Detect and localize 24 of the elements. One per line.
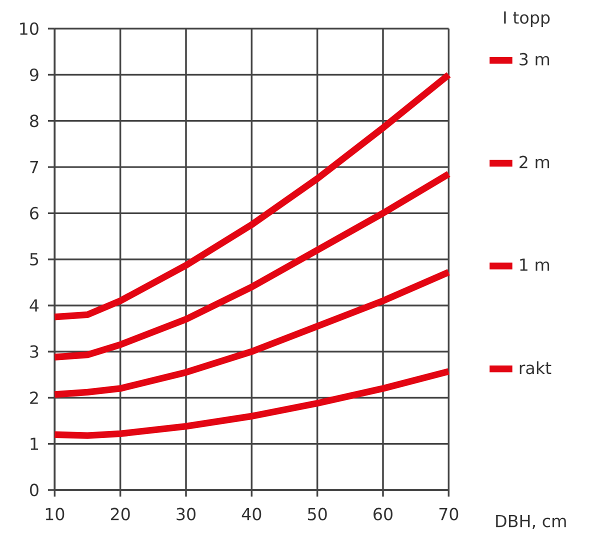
y-tick-label: 0 [30,484,38,496]
y-tick-label: 7 [30,160,38,174]
x-tick-label: 20 [110,508,130,520]
y-tick-label: 10 [20,22,38,35]
legend-label: 3 m [520,52,550,66]
legend-title: I topp [504,11,550,28]
x-axis-title: DBH, cm [496,514,566,530]
y-tick-label: 8 [30,114,38,128]
x-tick-label: 70 [439,508,458,520]
x-tick-label: 40 [242,508,262,520]
y-tick-label: 2 [30,392,38,404]
y-tick-label: 9 [30,68,38,82]
y-tick-label: 4 [30,299,39,312]
y-tick-label: 5 [30,253,38,266]
x-tick-label: 60 [374,508,392,520]
x-tick-label: 10 [46,508,64,520]
x-tick-label: 30 [176,508,196,520]
legend-label: rakt [520,361,552,374]
y-tick-label: 3 [30,345,38,358]
y-tick-label: 6 [30,206,38,220]
x-tick-label: 50 [308,508,327,520]
legend-label: 1 m [520,258,550,271]
legend-label: 2 m [520,156,550,168]
y-tick-label: 1 [30,438,38,450]
